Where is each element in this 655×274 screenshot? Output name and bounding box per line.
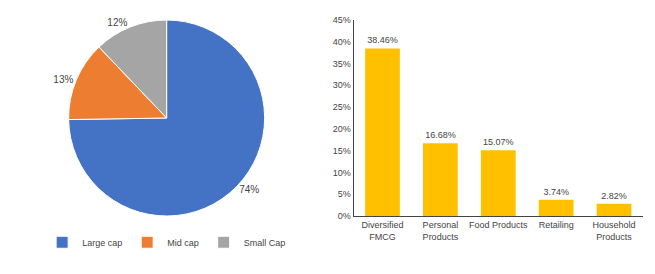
svg-text:3.74%: 3.74% bbox=[543, 187, 569, 197]
svg-text:2.82%: 2.82% bbox=[601, 191, 627, 201]
svg-text:74%: 74% bbox=[239, 184, 259, 195]
svg-text:38.46%: 38.46% bbox=[367, 35, 398, 45]
svg-text:40%: 40% bbox=[333, 37, 351, 47]
svg-text:PersonalProducts: PersonalProducts bbox=[423, 220, 459, 242]
svg-text:Food Products: Food Products bbox=[469, 220, 528, 230]
svg-text:45%: 45% bbox=[333, 15, 351, 25]
svg-text:5%: 5% bbox=[338, 189, 351, 199]
svg-text:10%: 10% bbox=[333, 168, 351, 178]
svg-text:DiversifiedFMCG: DiversifiedFMCG bbox=[361, 220, 403, 242]
svg-text:HouseholdProducts: HouseholdProducts bbox=[593, 220, 636, 242]
svg-text:25%: 25% bbox=[333, 102, 351, 112]
svg-text:13%: 13% bbox=[53, 74, 73, 85]
svg-text:35%: 35% bbox=[333, 59, 351, 69]
svg-text:Retailing: Retailing bbox=[539, 220, 574, 230]
svg-text:0%: 0% bbox=[338, 211, 351, 221]
svg-text:16.68%: 16.68% bbox=[425, 130, 456, 140]
svg-text:Mid cap: Mid cap bbox=[167, 238, 199, 248]
svg-text:15.07%: 15.07% bbox=[483, 137, 514, 147]
svg-text:Small Cap: Small Cap bbox=[244, 238, 286, 248]
svg-text:15%: 15% bbox=[333, 146, 351, 156]
svg-text:30%: 30% bbox=[333, 80, 351, 90]
svg-text:20%: 20% bbox=[333, 124, 351, 134]
svg-text:12%: 12% bbox=[107, 17, 127, 28]
svg-text:Large cap: Large cap bbox=[82, 238, 122, 248]
